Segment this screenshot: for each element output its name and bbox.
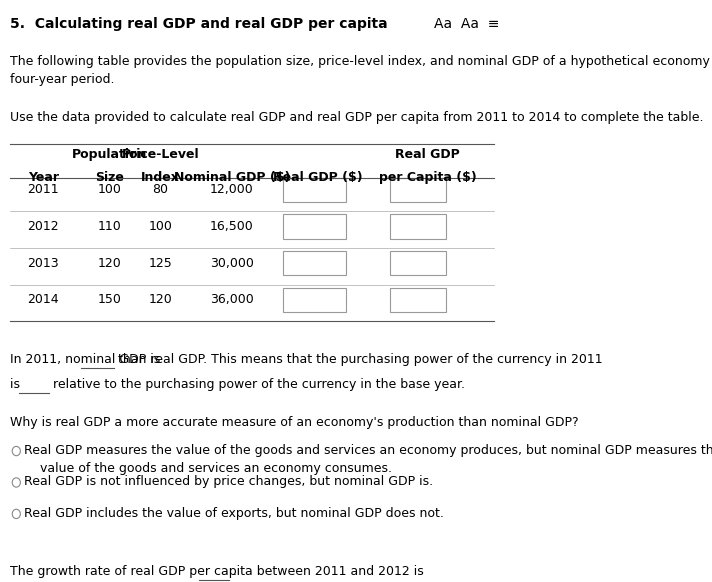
Text: 120: 120 [98,257,121,269]
Text: In 2011, nominal GDP is: In 2011, nominal GDP is [10,353,164,366]
Text: is: is [10,378,24,391]
FancyBboxPatch shape [283,178,346,202]
Text: 120: 120 [149,293,172,306]
Text: relative to the purchasing power of the currency in the base year.: relative to the purchasing power of the … [48,378,465,391]
Text: per Capita ($): per Capita ($) [379,171,476,183]
Text: Real GDP ($): Real GDP ($) [273,171,363,183]
Text: Nominal GDP ($): Nominal GDP ($) [174,171,290,183]
Text: Real GDP is not influenced by price changes, but nominal GDP is.: Real GDP is not influenced by price chan… [24,475,434,488]
Text: Real GDP includes the value of exports, but nominal GDP does not.: Real GDP includes the value of exports, … [24,507,444,520]
Text: Real GDP measures the value of the goods and services an economy produces, but n: Real GDP measures the value of the goods… [24,444,712,474]
Text: 36,000: 36,000 [210,293,253,306]
FancyBboxPatch shape [283,214,346,239]
Text: than real GDP. This means that the purchasing power of the currency in 2011: than real GDP. This means that the purch… [114,353,602,366]
Text: The following table provides the population size, price-level index, and nominal: The following table provides the populat… [10,55,712,86]
FancyBboxPatch shape [283,288,346,312]
Text: 100: 100 [98,183,122,196]
Text: Price-Level: Price-Level [122,148,199,161]
Text: 110: 110 [98,220,121,233]
Text: 16,500: 16,500 [210,220,253,233]
Text: Size: Size [95,171,124,183]
FancyBboxPatch shape [389,288,446,312]
Text: 2014: 2014 [28,293,59,306]
Text: .: . [229,565,237,577]
Text: 12,000: 12,000 [210,183,253,196]
Text: Aa  Aa  ≡: Aa Aa ≡ [434,17,499,31]
FancyBboxPatch shape [389,251,446,275]
Text: 80: 80 [152,183,169,196]
Text: Population: Population [72,148,147,161]
FancyBboxPatch shape [389,178,446,202]
Text: 30,000: 30,000 [210,257,253,269]
Text: 100: 100 [149,220,172,233]
Text: 125: 125 [149,257,172,269]
FancyBboxPatch shape [283,251,346,275]
Text: The growth rate of real GDP per capita between 2011 and 2012 is: The growth rate of real GDP per capita b… [10,565,428,577]
Text: 150: 150 [98,293,122,306]
Text: Index: Index [141,171,180,183]
Text: 5.  Calculating real GDP and real GDP per capita: 5. Calculating real GDP and real GDP per… [10,17,388,31]
Text: 2012: 2012 [28,220,59,233]
Text: 2013: 2013 [28,257,59,269]
Text: Why is real GDP a more accurate measure of an economy's production than nominal : Why is real GDP a more accurate measure … [10,416,579,429]
Text: Year: Year [28,171,59,183]
FancyBboxPatch shape [389,214,446,239]
Text: 2011: 2011 [28,183,59,196]
Text: Real GDP: Real GDP [395,148,460,161]
Text: Use the data provided to calculate real GDP and real GDP per capita from 2011 to: Use the data provided to calculate real … [10,111,703,123]
